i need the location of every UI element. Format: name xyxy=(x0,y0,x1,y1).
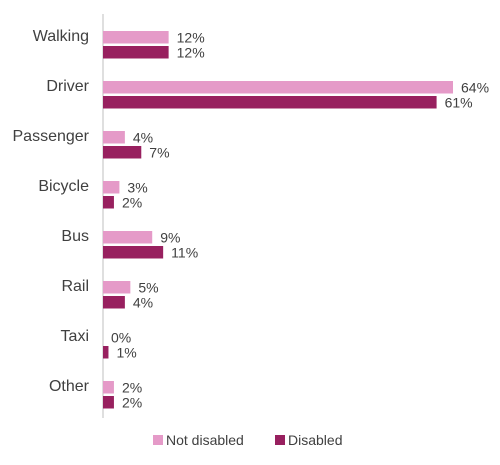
legend-swatch-not-disabled xyxy=(153,435,163,445)
bar-not-disabled-bus xyxy=(103,231,153,244)
value-label-disabled-other: 2% xyxy=(122,395,142,411)
category-label-driver: Driver xyxy=(46,78,89,95)
legend-swatch-disabled xyxy=(275,435,285,445)
bar-disabled-bicycle xyxy=(103,196,114,209)
value-label-not-disabled-rail: 5% xyxy=(138,280,158,296)
bar-disabled-rail xyxy=(103,296,125,309)
legend-label-not-disabled: Not disabled xyxy=(166,432,244,448)
value-label-disabled-bicycle: 2% xyxy=(122,195,142,211)
bar-not-disabled-rail xyxy=(103,281,131,294)
value-label-not-disabled-driver: 64% xyxy=(461,80,489,96)
value-label-not-disabled-walking: 12% xyxy=(177,30,205,46)
bar-not-disabled-other xyxy=(103,381,114,394)
bar-disabled-passenger xyxy=(103,146,142,159)
bar-disabled-taxi xyxy=(103,346,109,359)
category-label-bicycle: Bicycle xyxy=(38,178,89,195)
value-label-disabled-bus: 11% xyxy=(171,245,198,261)
category-label-other: Other xyxy=(49,378,90,395)
category-label-walking: Walking xyxy=(33,28,89,45)
value-label-disabled-driver: 61% xyxy=(445,95,473,111)
value-label-disabled-walking: 12% xyxy=(177,45,205,61)
value-labels: 12%12%64%61%4%7%3%2%9%11%5%4%0%1%2%2% xyxy=(111,30,489,411)
value-label-not-disabled-bicycle: 3% xyxy=(127,180,147,196)
bars xyxy=(103,31,453,409)
bar-disabled-other xyxy=(103,396,114,409)
category-label-passenger: Passenger xyxy=(13,128,90,145)
legend: Not disabled Disabled xyxy=(153,432,342,448)
category-labels: Walking Driver Passenger Bicycle Bus Rail Taxi… xyxy=(13,28,90,395)
value-label-disabled-taxi: 1% xyxy=(116,345,136,361)
bar-not-disabled-bicycle xyxy=(103,181,120,194)
value-label-not-disabled-passenger: 4% xyxy=(133,130,153,146)
category-label-taxi: Taxi xyxy=(61,328,89,345)
bar-not-disabled-walking xyxy=(103,31,169,44)
bar-disabled-bus xyxy=(103,246,164,259)
category-label-rail: Rail xyxy=(61,278,89,295)
value-label-disabled-passenger: 7% xyxy=(149,145,169,161)
value-label-not-disabled-bus: 9% xyxy=(160,230,180,246)
category-label-bus: Bus xyxy=(61,228,89,245)
value-label-disabled-rail: 4% xyxy=(133,295,153,311)
bar-not-disabled-driver xyxy=(103,81,453,94)
legend-label-disabled: Disabled xyxy=(288,432,342,448)
bar-disabled-walking xyxy=(103,46,169,59)
value-label-not-disabled-other: 2% xyxy=(122,380,142,396)
bar-disabled-driver xyxy=(103,96,437,109)
value-label-not-disabled-taxi: 0% xyxy=(111,330,131,346)
bar-not-disabled-passenger xyxy=(103,131,125,144)
